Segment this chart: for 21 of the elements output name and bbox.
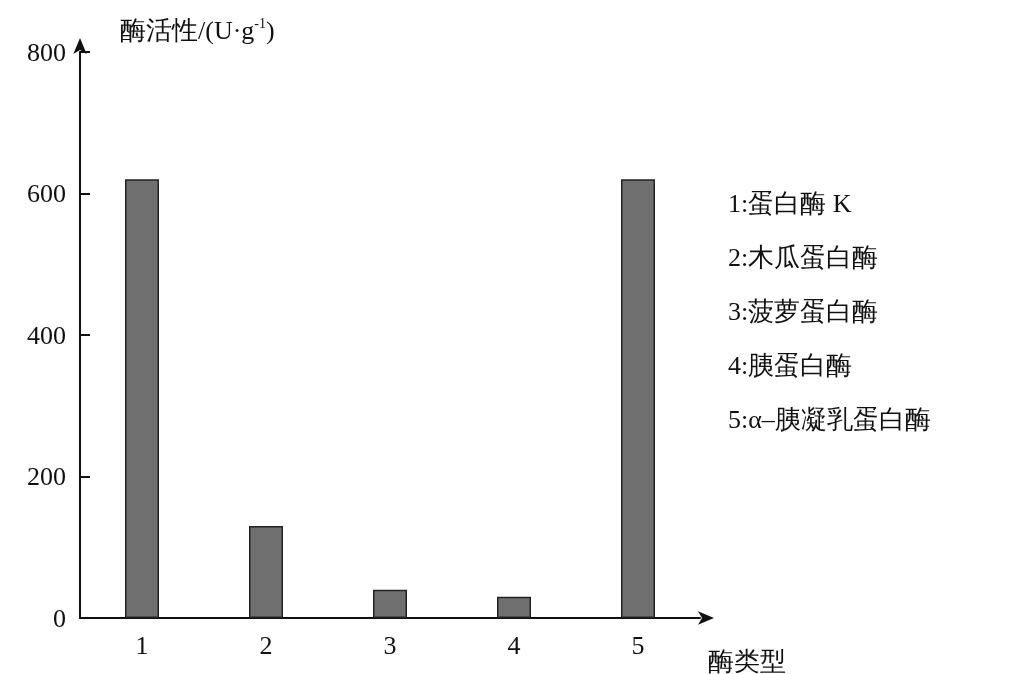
text: 3:菠萝蛋白酶	[728, 296, 879, 326]
bar	[497, 596, 531, 618]
text: 5:α–胰凝乳蛋白酶	[728, 404, 931, 434]
bar	[249, 526, 283, 618]
x-tick-label: 2	[259, 630, 273, 660]
bar	[621, 179, 655, 618]
y-tick-label: 600	[27, 179, 66, 208]
y-tick-label: 200	[27, 462, 66, 491]
y-tick-label: 800	[27, 37, 66, 67]
x-tick-label: 5	[631, 630, 645, 660]
x-tick-label: 3	[383, 630, 397, 660]
bar	[373, 589, 407, 618]
bar	[125, 179, 159, 618]
x-axis-title: 酶类型	[708, 646, 786, 674]
x-tick-label: 1	[135, 630, 149, 660]
text: 2:木瓜蛋白酶	[728, 242, 879, 272]
x-tick-label: 4	[507, 630, 521, 660]
text: 4:胰蛋白酶	[728, 350, 853, 380]
text: 1:蛋白酶 K	[728, 188, 852, 218]
y-tick-label: 0	[53, 603, 66, 633]
y-tick-label: 400	[27, 320, 66, 350]
